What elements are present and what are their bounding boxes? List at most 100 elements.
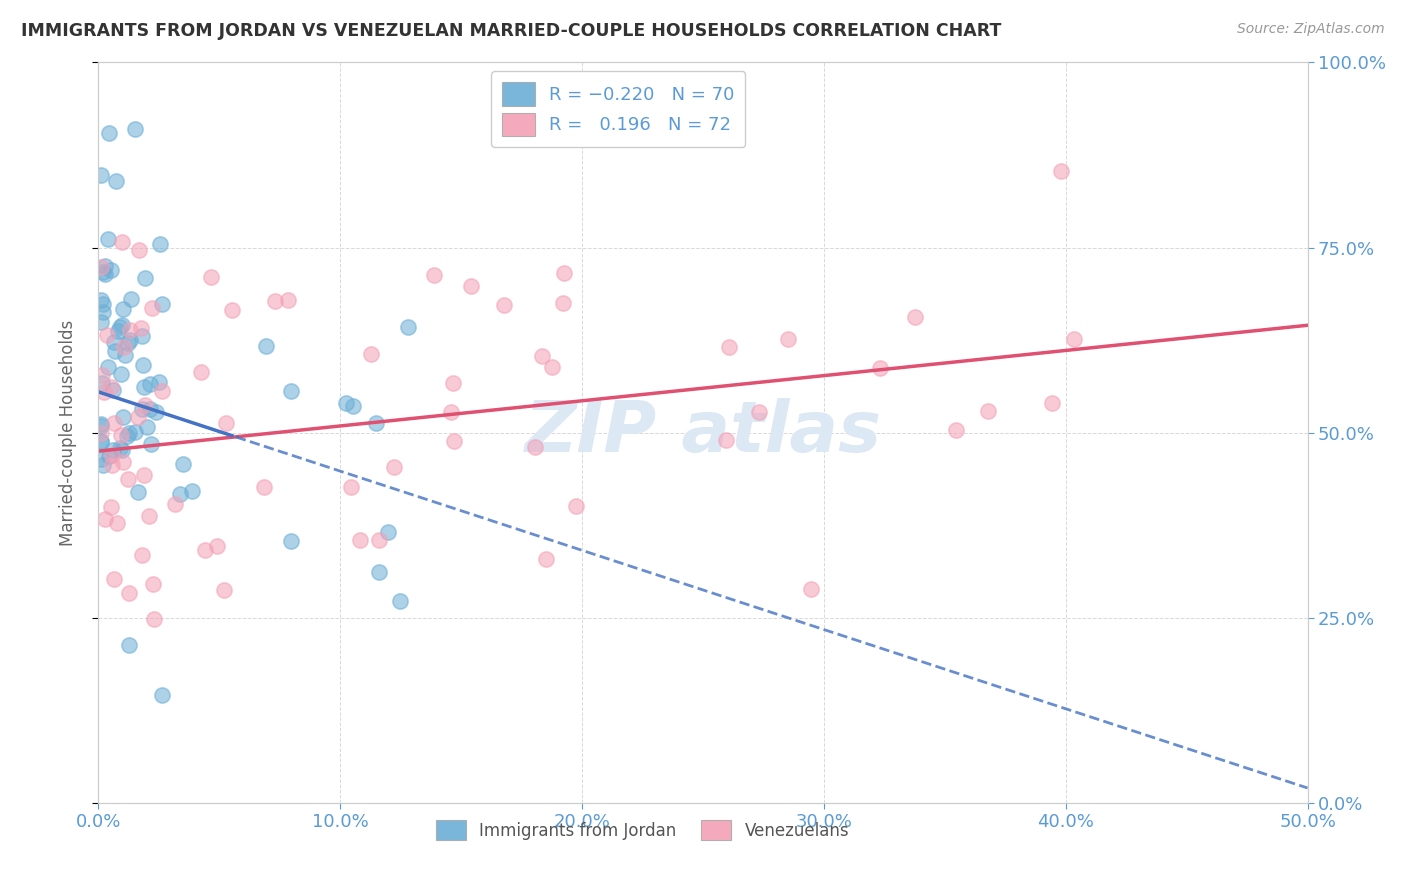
Point <box>205 539 228 553</box>
Point <box>97 232 120 246</box>
Point <box>342 399 364 413</box>
Point <box>132 467 155 482</box>
Point <box>221 302 243 317</box>
Point <box>541 360 564 375</box>
Point <box>494 298 516 312</box>
Point <box>104 344 127 359</box>
Point <box>103 572 125 586</box>
Point <box>1063 332 1085 346</box>
Point <box>254 339 277 353</box>
Point <box>349 533 371 548</box>
Point <box>90 293 112 307</box>
Point <box>139 377 162 392</box>
Point <box>118 586 141 600</box>
Point <box>141 301 163 315</box>
Point <box>128 243 150 257</box>
Point <box>90 419 112 434</box>
Point <box>142 612 165 626</box>
Point <box>101 383 124 397</box>
Point <box>100 263 122 277</box>
Point <box>93 267 115 281</box>
Point <box>181 483 204 498</box>
Point <box>340 480 363 494</box>
Point <box>120 293 142 307</box>
Point <box>90 434 112 449</box>
Point <box>97 359 120 374</box>
Point <box>163 497 186 511</box>
Point <box>91 304 114 318</box>
Point <box>107 324 129 338</box>
Point <box>460 279 482 293</box>
Point <box>367 533 389 548</box>
Point <box>138 509 160 524</box>
Point <box>335 395 357 409</box>
Legend: Immigrants from Jordan, Venezuelans: Immigrants from Jordan, Venezuelans <box>429 814 856 847</box>
Point <box>90 434 112 449</box>
Point <box>115 429 138 443</box>
Point <box>118 333 141 347</box>
Point <box>111 410 134 425</box>
Point <box>276 293 298 307</box>
Point <box>149 237 172 252</box>
Point <box>132 380 155 394</box>
Point <box>100 500 122 514</box>
Y-axis label: Married-couple Households: Married-couple Households <box>59 319 77 546</box>
Point <box>103 334 125 349</box>
Point <box>124 425 146 439</box>
Point <box>101 448 124 462</box>
Point <box>382 460 405 475</box>
Point <box>90 426 112 441</box>
Point <box>717 340 740 354</box>
Point <box>110 367 132 381</box>
Point <box>422 268 444 283</box>
Point <box>90 417 112 431</box>
Point <box>443 434 465 449</box>
Point <box>131 548 153 562</box>
Point <box>977 404 1000 418</box>
Point <box>364 416 387 430</box>
Point <box>869 361 891 376</box>
Point <box>132 358 155 372</box>
Point <box>101 458 124 472</box>
Point <box>129 320 152 334</box>
Point <box>135 420 157 434</box>
Point <box>1050 164 1073 178</box>
Point <box>368 565 391 579</box>
Point <box>90 168 112 182</box>
Point <box>111 235 134 249</box>
Point <box>360 347 382 361</box>
Point <box>264 294 287 309</box>
Point <box>440 404 463 418</box>
Point <box>441 376 464 391</box>
Point <box>112 341 135 355</box>
Point <box>1040 396 1063 410</box>
Point <box>93 458 115 472</box>
Point <box>388 594 411 608</box>
Point <box>524 440 547 454</box>
Point <box>103 416 125 430</box>
Point <box>120 323 142 337</box>
Point <box>105 516 128 530</box>
Point <box>100 380 122 394</box>
Point <box>150 384 173 398</box>
Point <box>748 405 770 419</box>
Point <box>142 577 165 591</box>
Point <box>97 449 120 463</box>
Point <box>131 329 153 343</box>
Point <box>90 315 112 329</box>
Point <box>551 295 574 310</box>
Point <box>134 270 156 285</box>
Text: Source: ZipAtlas.com: Source: ZipAtlas.com <box>1237 22 1385 37</box>
Point <box>396 319 419 334</box>
Point <box>118 426 141 441</box>
Point <box>150 688 173 702</box>
Point <box>108 320 131 334</box>
Point <box>110 442 132 456</box>
Point <box>101 443 124 458</box>
Point <box>776 332 799 346</box>
Point <box>127 409 149 424</box>
Point <box>148 375 170 389</box>
Point <box>94 512 117 526</box>
Point <box>172 457 194 471</box>
Point <box>280 384 302 398</box>
